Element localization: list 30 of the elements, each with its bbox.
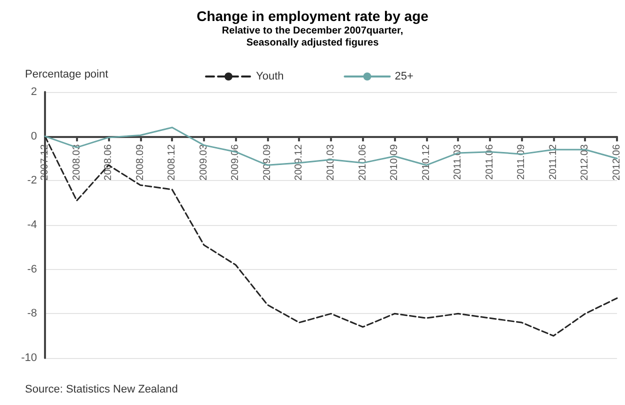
x-tick-label: 2012.06 [612, 144, 622, 180]
chart-subtitle: Relative to the December 2007quarter, Seasonally adjusted figures [222, 26, 404, 48]
y-tick-label: -6 [27, 263, 37, 276]
x-tick-label: 2011.03 [452, 144, 464, 180]
y-tick-label: -2 [27, 174, 37, 187]
legend-label: Youth [256, 70, 284, 82]
x-tick-label: 2008.12 [166, 144, 178, 180]
y-axis-title: Percentage point [25, 68, 108, 80]
x-tick-label: 2011.12 [548, 144, 559, 180]
y-tick-label: 2 [30, 86, 37, 98]
x-tick-label: 2011.06 [484, 144, 496, 180]
legend-label: 25+ [394, 70, 414, 82]
y-tick-label: 0 [30, 130, 37, 142]
x-tick-label: 2010.09 [389, 144, 400, 180]
x-tick-label: 2008.09 [134, 144, 146, 180]
x-tick-label: 2008.03 [71, 144, 82, 180]
x-tick-label: 2009.12 [294, 144, 305, 180]
x-tick-label: 2012.03 [580, 144, 591, 180]
x-tick-label: 2008.06 [103, 144, 114, 180]
x-tick-label: 2009.09 [262, 144, 273, 180]
y-tick-label: -8 [27, 308, 37, 320]
chart-title: Change in employment rate by age [196, 8, 429, 24]
x-tick-label: 2009.03 [198, 144, 210, 180]
source-note: Source: Statistics New Zealand [25, 384, 178, 396]
x-tick-label: 2010.03 [326, 144, 336, 180]
x-tick-label: 2007.12 [40, 144, 50, 180]
x-tick-label: 2010.12 [420, 144, 432, 180]
y-tick-label: -4 [27, 219, 37, 231]
x-tick-label: 2009.06 [230, 144, 242, 180]
y-tick-label: -10 [21, 352, 37, 364]
